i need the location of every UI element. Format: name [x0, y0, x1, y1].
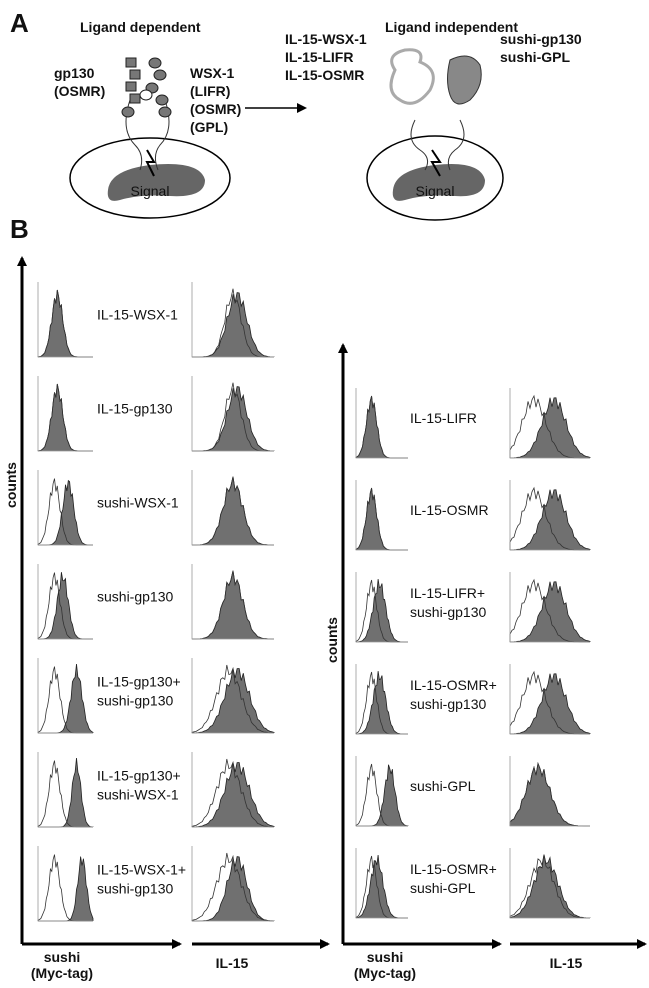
figure: A Ligand dependent Ligand independent gp… — [0, 0, 649, 988]
row-label: IL-15-gp130+ — [97, 768, 181, 784]
row-label: sushi-gp130 — [97, 881, 173, 897]
y-axis-label: counts — [324, 617, 340, 663]
x-axis-label: sushi — [367, 949, 404, 965]
row-label: sushi-WSX-1 — [97, 787, 179, 803]
panel-label: A — [10, 8, 29, 38]
row-label: sushi-GPL — [410, 778, 476, 794]
row-label: sushi-WSX-1 — [97, 495, 179, 511]
receptor-label: (OSMR) — [54, 83, 105, 99]
row-label: IL-15-WSX-1 — [97, 307, 178, 323]
histogram-filled — [510, 674, 590, 734]
row-label: IL-15-gp130+ — [97, 674, 181, 690]
receptor-label: (GPL) — [190, 119, 228, 135]
construct-label: IL-15-LIFR — [285, 49, 353, 65]
row-label: sushi-gp130 — [410, 696, 486, 712]
y-axis-label: counts — [3, 462, 19, 508]
x-axis-label: (Myc-tag) — [31, 965, 93, 981]
histogram-filled — [510, 855, 590, 918]
row-label: IL-15-WSX-1+ — [97, 862, 186, 878]
x-axis-label: sushi — [44, 949, 81, 965]
panel-label: B — [10, 214, 29, 244]
x-axis-label: (Myc-tag) — [354, 965, 416, 981]
row-label: IL-15-OSMR+ — [410, 677, 497, 693]
signal-label: Signal — [416, 183, 455, 199]
receptor-label: gp130 — [54, 65, 95, 81]
row-label: IL-15-OSMR+ — [410, 861, 497, 877]
row-label: sushi-GPL — [410, 880, 476, 896]
construct-label: sushi-GPL — [500, 49, 570, 65]
construct-label: sushi-gp130 — [500, 31, 582, 47]
row-label: IL-15-LIFR — [410, 410, 477, 426]
histogram-filled — [192, 293, 274, 357]
histogram-filled — [510, 764, 590, 827]
row-label: sushi-gp130 — [410, 604, 486, 620]
histogram-grid: IL-15-WSX-1 IL-15-gp130 sushi-WSX-1 sushi-g… — [3, 258, 645, 981]
construct-label: IL-15-WSX-1 — [285, 31, 367, 47]
histogram-filled — [510, 490, 590, 550]
row-label: IL-15-gp130 — [97, 401, 173, 417]
row-label: sushi-gp130 — [97, 693, 173, 709]
x-axis-label: IL-15 — [216, 955, 249, 971]
histogram-filled — [192, 387, 274, 451]
receptor-label: WSX-1 — [190, 65, 235, 81]
row-label: IL-15-LIFR+ — [410, 585, 485, 601]
row-label: sushi-gp130 — [97, 589, 173, 605]
histogram-filled — [192, 571, 274, 639]
histogram-filled — [192, 477, 274, 545]
signal-label: Signal — [131, 183, 170, 199]
construct-label: IL-15-OSMR — [285, 67, 364, 83]
panel-title: Ligand independent — [385, 19, 518, 35]
page: { "panel_a": { "label": "A", "left": { "… — [0, 0, 649, 988]
receptor-label: (OSMR) — [190, 101, 241, 117]
row-label: IL-15-OSMR — [410, 502, 489, 518]
x-axis-label: IL-15 — [550, 955, 583, 971]
histogram-filled — [510, 398, 590, 458]
panel-title: Ligand dependent — [80, 19, 201, 35]
histogram-filled — [510, 582, 590, 642]
receptor-label: (LIFR) — [190, 83, 230, 99]
